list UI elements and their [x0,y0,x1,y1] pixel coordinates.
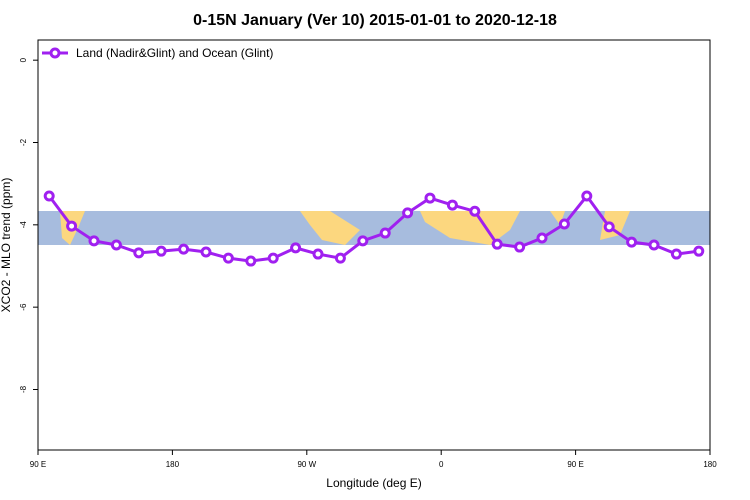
point [469,205,481,217]
x-axis-label: Longitude (deg E) [326,476,421,490]
map-band [38,211,710,245]
x-tick-label: 180 [166,460,180,469]
legend-label: Land (Nadir&Glint) and Ocean (Glint) [76,46,273,60]
point [648,239,660,251]
y-axis-label: XCO2 - MLO trend (ppm) [0,178,13,313]
x-tick-label: 90 E [567,460,583,469]
point [178,243,190,255]
point [536,232,548,244]
y-tick-label: 0 [19,57,28,62]
y-tick-label: -6 [19,303,28,311]
point [670,248,682,260]
point [110,239,122,251]
point [267,252,279,264]
plot-frame [37,39,711,451]
x-tick-label: 180 [703,460,717,469]
point [290,242,302,254]
x-tick-label: 90 E [30,460,46,469]
x-tick-label: 90 W [297,460,316,469]
point [222,252,234,264]
point [491,238,503,250]
y-tick-label: -2 [19,138,28,146]
point [334,252,346,264]
point [424,192,436,204]
legend-marker [49,47,61,59]
point [379,227,391,239]
point [357,235,369,247]
point [693,245,705,257]
point [558,218,570,230]
chart-title: 0-15N January (Ver 10) 2015-01-01 to 202… [193,12,557,29]
point [312,248,324,260]
y-tick-label: -4 [19,221,28,229]
point [581,190,593,202]
y-tick-label: -8 [19,385,28,393]
point [446,199,458,211]
point [66,220,78,232]
point [43,190,55,202]
point [514,241,526,253]
point [245,255,257,267]
x-tick-label: 0 [439,460,444,469]
point [603,221,615,233]
point [402,207,414,219]
point [200,246,212,258]
point [133,247,145,259]
point [626,236,638,248]
point [88,235,100,247]
point [155,245,167,257]
